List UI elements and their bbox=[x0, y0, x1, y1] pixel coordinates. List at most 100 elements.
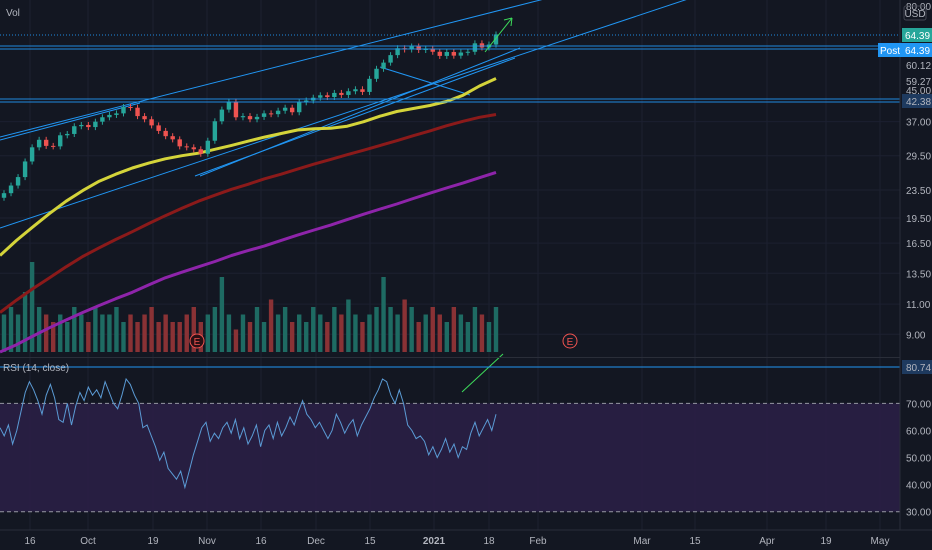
candle-body bbox=[100, 117, 105, 122]
candle-body bbox=[479, 43, 485, 48]
candle-body bbox=[93, 121, 98, 128]
x-tick-label: Nov bbox=[198, 536, 216, 547]
candle-body bbox=[346, 91, 351, 95]
y-tick-label: 60.12 bbox=[906, 61, 931, 72]
volume-bar bbox=[395, 314, 400, 352]
x-tick-label: May bbox=[871, 536, 890, 547]
volume-bar bbox=[65, 322, 70, 352]
volume-bar bbox=[247, 322, 253, 352]
candle-body bbox=[43, 139, 49, 146]
volume-bar bbox=[409, 307, 414, 352]
y-tick-label: 80.00 bbox=[906, 2, 931, 13]
candle-body bbox=[212, 121, 218, 141]
volume-bar bbox=[346, 299, 351, 352]
candle-body bbox=[444, 52, 449, 56]
x-tick-label: 16 bbox=[255, 536, 267, 547]
volume-bar bbox=[493, 307, 499, 352]
candle-body bbox=[381, 62, 386, 69]
volume-label: Vol bbox=[6, 8, 20, 19]
x-tick-label: 16 bbox=[24, 536, 36, 547]
volume-bar bbox=[289, 322, 295, 352]
volume-bar bbox=[325, 322, 330, 352]
candle-body bbox=[332, 92, 337, 97]
volume-bar bbox=[1, 314, 7, 352]
moving-average-line bbox=[0, 77, 497, 257]
volume-bar bbox=[240, 314, 246, 352]
y-tick-label: 42.38 bbox=[906, 97, 931, 108]
rsi-tick-label: 70.00 bbox=[906, 399, 931, 410]
candle-body bbox=[409, 46, 414, 50]
candle-body bbox=[304, 100, 309, 103]
volume-bar bbox=[114, 307, 119, 352]
x-tick-label: 15 bbox=[689, 536, 701, 547]
volume-bar bbox=[219, 277, 225, 352]
volume-bar bbox=[402, 299, 407, 352]
candle-body bbox=[493, 34, 499, 45]
volume-bar bbox=[72, 307, 77, 352]
y-tick-label: 13.50 bbox=[906, 269, 931, 280]
candle-body bbox=[198, 149, 203, 154]
x-tick-label: 18 bbox=[483, 536, 495, 547]
candle-body bbox=[142, 116, 147, 120]
x-tick-label: 19 bbox=[820, 536, 832, 547]
volume-bar bbox=[93, 307, 98, 352]
candle-body bbox=[282, 107, 288, 111]
candle-body bbox=[254, 116, 260, 120]
volume-bar bbox=[381, 277, 386, 352]
rsi-axis[interactable]: 80.74 70.00 60.00 50.00 40.00 30.00 bbox=[902, 360, 932, 519]
rsi-tag-bg bbox=[902, 360, 932, 374]
post-price-badge bbox=[902, 43, 932, 57]
current-price-value: 64.39 bbox=[905, 31, 930, 42]
candle-body bbox=[240, 116, 246, 118]
volume-bar bbox=[43, 314, 49, 352]
time-axis[interactable]: 16 Oct 19 Nov 16 Dec 15 2021 18 Feb Mar 15 Apr 19 May bbox=[24, 536, 889, 547]
volume-bar bbox=[479, 314, 485, 352]
rsi-line bbox=[0, 377, 497, 490]
candle-body bbox=[65, 133, 70, 136]
moving-average-line bbox=[0, 113, 497, 314]
rsi-tick-label: 60.00 bbox=[906, 426, 931, 437]
candle-body bbox=[128, 106, 133, 108]
volume-bar bbox=[444, 322, 449, 352]
volume-bar bbox=[51, 322, 56, 352]
volume-bar bbox=[374, 307, 379, 352]
rsi-tick-label: 50.00 bbox=[906, 454, 931, 465]
candle-body bbox=[297, 102, 302, 113]
currency-badge-box[interactable] bbox=[903, 5, 927, 21]
candle-body bbox=[22, 161, 28, 178]
candle-body bbox=[360, 89, 365, 92]
y-tick-label: 23.50 bbox=[906, 186, 931, 197]
trendline bbox=[379, 66, 471, 96]
x-tick-label: Dec bbox=[307, 536, 325, 547]
trendline bbox=[0, 102, 141, 141]
candle-body bbox=[149, 119, 154, 126]
candle-body bbox=[163, 130, 168, 137]
volume-bar bbox=[8, 307, 14, 352]
candle-body bbox=[170, 136, 175, 140]
rsi-band bbox=[0, 403, 900, 512]
candle-body bbox=[114, 113, 119, 115]
volume-bar bbox=[332, 307, 337, 352]
trendline bbox=[194, 57, 516, 177]
volume-bar bbox=[142, 314, 147, 352]
x-tick-label: 19 bbox=[147, 536, 159, 547]
volume-bar bbox=[191, 307, 196, 352]
volume-bar bbox=[107, 314, 112, 352]
moving-average-line bbox=[0, 170, 497, 354]
y-tick-label: 11.00 bbox=[906, 300, 931, 311]
candle-body bbox=[226, 101, 232, 110]
panel-separator bbox=[0, 357, 900, 358]
volume-bar bbox=[451, 307, 457, 352]
x-tick-label: Oct bbox=[80, 536, 96, 547]
earnings-marker-label: E bbox=[567, 337, 574, 348]
y-tick-label: 16.50 bbox=[906, 239, 931, 250]
candle-body bbox=[51, 145, 56, 147]
candle-body bbox=[458, 52, 464, 56]
y-tick-label: 9.00 bbox=[906, 330, 926, 341]
volume-bar bbox=[465, 322, 471, 352]
candle-body bbox=[135, 107, 140, 117]
rsi-tick-label: 80.74 bbox=[906, 363, 931, 374]
candle-body bbox=[325, 95, 330, 97]
